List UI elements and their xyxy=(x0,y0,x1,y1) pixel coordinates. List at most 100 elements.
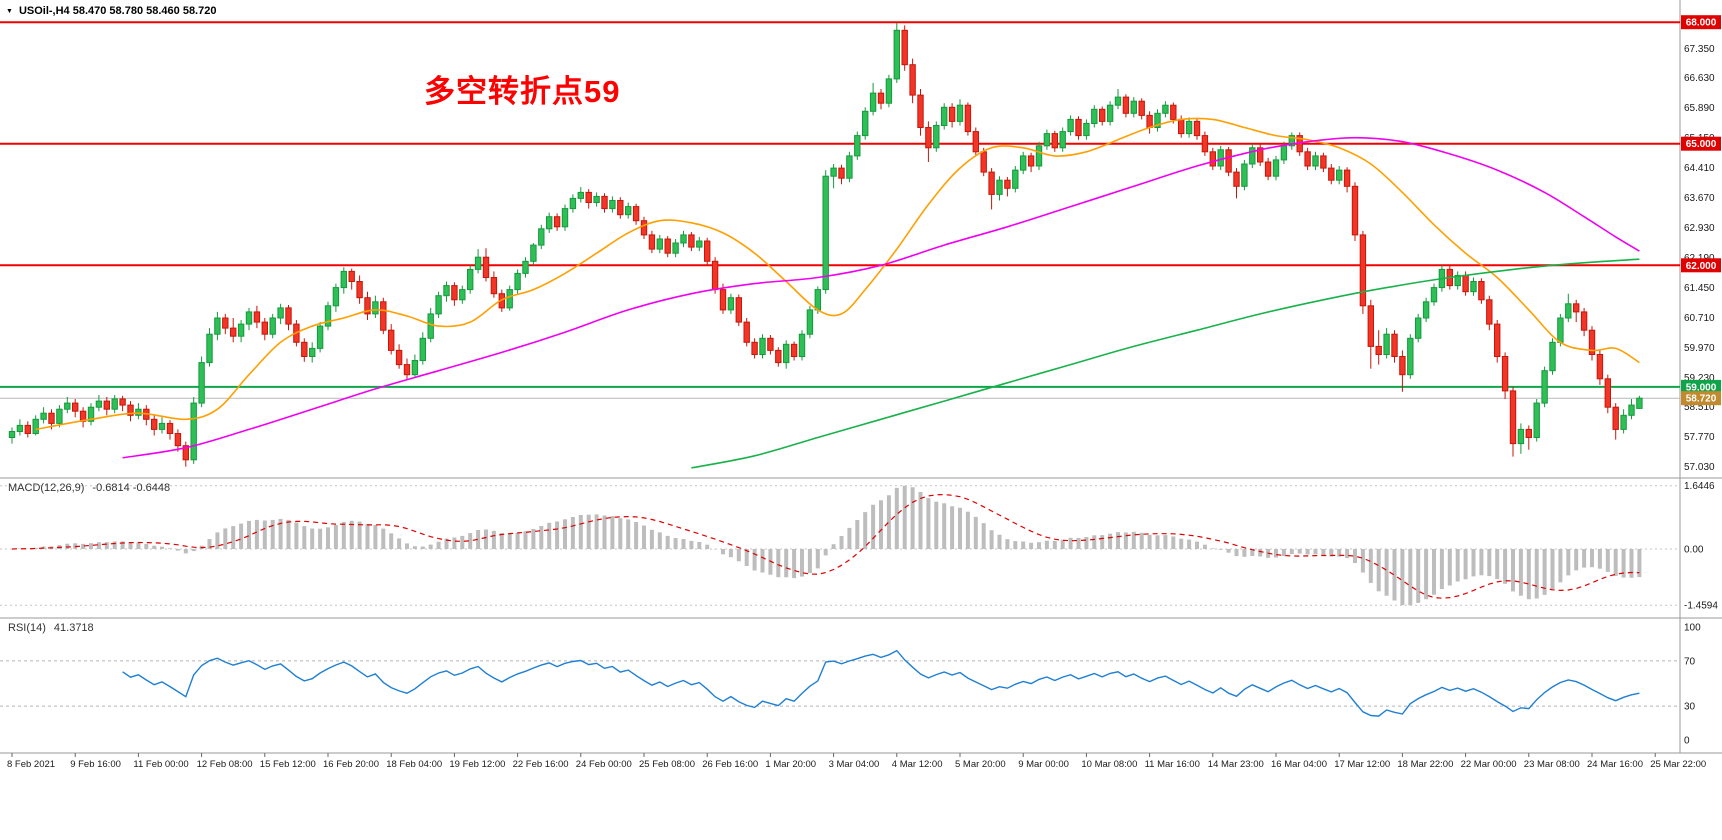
candle-body xyxy=(316,325,324,349)
candle-body xyxy=(1059,131,1066,149)
candle-body xyxy=(569,197,577,210)
candle-body xyxy=(538,228,545,246)
candle-body xyxy=(1533,402,1540,439)
price-tick-label: 58.510 xyxy=(1684,402,1715,413)
candle-body xyxy=(1383,333,1390,356)
candle-body xyxy=(95,400,103,408)
candle-body xyxy=(174,433,182,447)
candle-body xyxy=(1146,114,1153,129)
candle-body xyxy=(309,347,316,357)
candle-body xyxy=(206,333,213,364)
candle-body xyxy=(735,297,742,323)
candle-body xyxy=(403,364,411,376)
candle-body xyxy=(1312,155,1319,167)
candle-body xyxy=(996,179,1003,195)
candle-body xyxy=(1557,317,1564,343)
candle-body xyxy=(704,240,711,262)
candle-body xyxy=(119,398,126,406)
candle-body xyxy=(948,106,956,122)
candle-body xyxy=(1154,112,1161,129)
candle-body xyxy=(719,289,727,311)
candle-body xyxy=(609,200,616,210)
time-label: 1 Mar 20:00 xyxy=(765,759,816,770)
candle-body xyxy=(1628,404,1635,416)
candle-body xyxy=(388,329,395,351)
price-tick-label: 63.670 xyxy=(1684,193,1715,204)
candle-body xyxy=(1280,145,1288,161)
candle-body xyxy=(585,191,592,203)
candle-body xyxy=(798,333,806,358)
time-label: 17 Mar 12:00 xyxy=(1334,759,1390,770)
macd-axis-label: 0.00 xyxy=(1684,545,1704,556)
candle-body xyxy=(166,422,174,434)
time-label: 4 Mar 12:00 xyxy=(892,759,943,770)
candle-body xyxy=(854,135,861,157)
candle-body xyxy=(1336,169,1343,181)
candle-body xyxy=(680,234,687,244)
candle-body xyxy=(522,260,529,274)
candle-body xyxy=(1501,356,1509,392)
candle-body xyxy=(111,398,118,410)
time-label: 14 Mar 23:00 xyxy=(1208,759,1264,770)
candle-body xyxy=(593,195,600,203)
candle-body xyxy=(24,424,32,434)
candle-body xyxy=(1225,149,1232,173)
candle-body xyxy=(1580,311,1588,331)
candle-body xyxy=(1067,118,1074,133)
candle-body xyxy=(1304,151,1311,167)
candle-body xyxy=(1359,234,1367,307)
candle-body xyxy=(127,404,134,416)
candles xyxy=(8,23,1643,467)
candle-body xyxy=(783,343,790,364)
candle-body xyxy=(214,317,221,335)
candle-body xyxy=(1075,118,1082,137)
candle-body xyxy=(877,92,885,104)
price-tick-label: 61.450 xyxy=(1684,283,1715,294)
candle-body xyxy=(1636,397,1643,409)
candle-body xyxy=(182,445,190,461)
candle-body xyxy=(640,220,648,236)
candle-body xyxy=(617,200,624,216)
candle-body xyxy=(395,349,403,366)
price-tag xyxy=(1681,15,1721,30)
candle-body xyxy=(830,167,837,177)
rsi-axis-label: 30 xyxy=(1684,702,1696,713)
candle-body xyxy=(941,106,948,127)
candle-body xyxy=(1249,147,1256,165)
candle-body xyxy=(972,131,979,153)
candle-body xyxy=(838,167,845,179)
price-tick-label: 66.630 xyxy=(1684,73,1715,84)
candle-body xyxy=(1209,151,1216,167)
dropdown-triangle-icon[interactable]: ▼ xyxy=(6,7,13,15)
time-label: 5 Mar 20:00 xyxy=(955,759,1006,770)
candle-body xyxy=(696,240,703,248)
macd-panel: 1.6446 0.00 -1.4594 xyxy=(0,481,1718,612)
candle-body xyxy=(1541,370,1548,404)
rsi-value: 41.3718 xyxy=(53,622,94,634)
candle-body xyxy=(601,195,608,210)
candle-body xyxy=(419,337,427,361)
price-tag xyxy=(1681,258,1721,273)
candle-body xyxy=(632,206,640,222)
candle-body xyxy=(1494,323,1501,358)
chart-annotation: 多空转折点59 xyxy=(424,74,621,109)
price-tick-label: 60.710 xyxy=(1684,313,1715,324)
ma-line-fast-orange xyxy=(35,117,1640,431)
time-label: 8 Feb 2021 xyxy=(7,759,55,770)
candle-body xyxy=(72,402,79,412)
candle-body xyxy=(1241,163,1248,187)
time-label: 11 Feb 00:00 xyxy=(133,759,188,770)
moving-averages xyxy=(35,117,1640,469)
candle-body xyxy=(1012,169,1019,189)
time-label: 3 Mar 04:00 xyxy=(829,759,880,770)
candle-body xyxy=(759,337,766,355)
candle-body xyxy=(917,94,924,128)
macd-indicator-label: MACD(12,26,9) -0.6814 -0.6448 xyxy=(8,482,170,494)
candle-body xyxy=(869,92,877,112)
time-label: 26 Feb 16:00 xyxy=(702,759,758,770)
candle-body xyxy=(1549,341,1556,372)
candle-body xyxy=(1454,274,1461,287)
candle-body xyxy=(767,337,774,351)
